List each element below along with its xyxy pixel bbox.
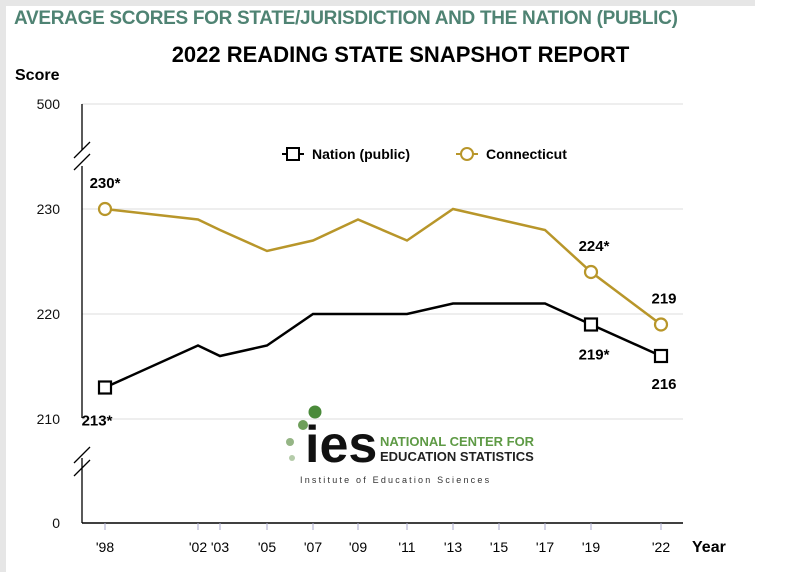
x-tick-label: '98 xyxy=(96,539,114,555)
x-tick-label: '05 xyxy=(258,539,276,555)
data-label: 213* xyxy=(82,413,113,430)
x-tick-label: '03 xyxy=(211,539,229,555)
chart-subtitle: AVERAGE SCORES FOR STATE/JURISDICTION AN… xyxy=(14,8,678,29)
svg-text:Institute of Education Science: Institute of Education Sciences xyxy=(300,475,491,485)
x-tick-label: '11 xyxy=(398,539,415,555)
chart-title: 2022 READING STATE SNAPSHOT REPORT xyxy=(171,42,630,67)
data-point-marker xyxy=(97,201,113,217)
x-tick-label: '02 xyxy=(189,539,207,555)
ies-logo: ies NATIONAL CENTER FOR EDUCATION STATIS… xyxy=(286,405,535,485)
legend-square-icon xyxy=(286,147,300,161)
y-tick-label: 230 xyxy=(37,201,61,217)
y-axis-label: Score xyxy=(15,67,60,84)
data-label: 224* xyxy=(579,238,610,255)
axis-break-icon xyxy=(73,141,91,171)
series-line-nation-public- xyxy=(104,302,662,389)
data-point-marker xyxy=(653,317,669,332)
legend-circle-icon xyxy=(460,147,474,161)
y-tick-label: 0 xyxy=(52,515,60,531)
frame-border xyxy=(0,6,6,572)
x-axis-label: Year xyxy=(692,539,726,556)
legend-label: Connecticut xyxy=(486,146,567,162)
data-point-marker xyxy=(583,264,599,280)
x-tick-label: '19 xyxy=(582,539,600,555)
data-label: 230* xyxy=(90,175,121,192)
data-point-marker xyxy=(653,348,669,364)
logo-mark: ies xyxy=(305,416,377,474)
frame-border xyxy=(0,0,755,6)
x-tick-label: '15 xyxy=(490,539,508,555)
x-tick-label: '22 xyxy=(652,539,670,555)
y-tick-label: 220 xyxy=(37,306,61,322)
series-line-connecticut xyxy=(104,207,662,326)
svg-text:NATIONAL CENTER FOR: NATIONAL CENTER FOR xyxy=(380,434,535,449)
data-point-marker xyxy=(97,380,113,395)
data-label: 219 xyxy=(651,291,676,308)
y-tick-label: 210 xyxy=(37,411,61,427)
y-tick-label: 500 xyxy=(37,96,61,112)
x-tick-label: '09 xyxy=(349,539,367,555)
x-tick-label: '17 xyxy=(536,539,554,555)
data-point-marker xyxy=(583,317,599,332)
x-tick-label: '07 xyxy=(304,539,322,555)
axis-break-icon xyxy=(73,446,91,477)
data-label: 216 xyxy=(651,376,676,393)
x-tick-label: '13 xyxy=(444,539,462,555)
legend-label: Nation (public) xyxy=(312,146,410,162)
data-label: 219* xyxy=(579,347,610,364)
svg-text:EDUCATION STATISTICS: EDUCATION STATISTICS xyxy=(380,449,534,464)
